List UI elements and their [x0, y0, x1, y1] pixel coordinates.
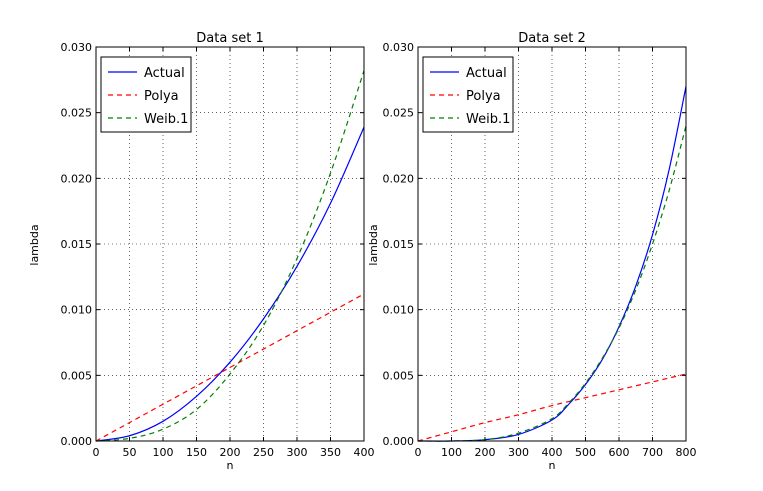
y-tick-label: 0.000 [61, 435, 93, 448]
y-tick-label: 0.020 [61, 172, 93, 185]
y-tick-label: 0.015 [383, 238, 415, 251]
x-tick-label: 400 [542, 446, 563, 459]
x-axis-label: n [549, 459, 556, 472]
axis-ticks: 0 50 100 150 200 250 300 350 400 0.000 0.005 0.010 0… [61, 41, 375, 459]
axis-ticks: 0 100 200 300 400 500 600 700 800 0.000 0.005 0.010… [383, 41, 697, 459]
chart-title: Data set 2 [518, 31, 585, 46]
legend-label-polya: Polya [144, 89, 179, 104]
x-tick-label: 700 [642, 446, 663, 459]
series-line-actual [95, 126, 365, 442]
legend-label-actual: Actual [466, 66, 507, 81]
chart-title: Data set 1 [196, 31, 263, 46]
y-tick-label: 0.010 [383, 304, 415, 317]
y-axis-label: lambda [28, 224, 41, 265]
legend: Actual Polya Weib.1 [422, 56, 514, 133]
plot-frame [95, 46, 365, 442]
plot-frame [417, 46, 687, 442]
x-tick-label: 300 [287, 446, 308, 459]
legend: Actual Polya Weib.1 [100, 56, 192, 133]
y-tick-label: 0.000 [383, 435, 415, 448]
x-tick-label: 0 [415, 446, 422, 459]
y-axis-label: lambda [367, 224, 380, 265]
legend-label-weib1: Weib.1 [466, 112, 510, 127]
y-tick-label: 0.005 [61, 369, 93, 382]
y-tick-label: 0.025 [383, 107, 415, 120]
series-line-polya [417, 373, 687, 442]
y-tick-label: 0.025 [61, 107, 93, 120]
legend-frame [422, 56, 514, 133]
x-tick-label: 100 [441, 446, 462, 459]
x-tick-label: 250 [253, 446, 274, 459]
x-tick-label: 200 [475, 446, 496, 459]
series-line-polya [95, 293, 365, 442]
x-tick-label: 50 [123, 446, 137, 459]
chart-panel-data-set-1: Data set 1 n lambda 0 50 100 150 200 250 300 35… [28, 31, 375, 472]
x-tick-label: 100 [153, 446, 174, 459]
legend-label-weib1: Weib.1 [144, 112, 188, 127]
x-tick-label: 350 [320, 446, 341, 459]
x-tick-label: 300 [508, 446, 529, 459]
x-tick-label: 0 [93, 446, 100, 459]
series-line-weib-1 [95, 70, 365, 442]
x-tick-label: 500 [575, 446, 596, 459]
legend-label-actual: Actual [144, 66, 185, 81]
y-tick-label: 0.030 [383, 41, 415, 54]
y-tick-label: 0.030 [61, 41, 93, 54]
y-tick-label: 0.010 [61, 304, 93, 317]
x-tick-label: 200 [220, 446, 241, 459]
legend-frame [100, 56, 192, 133]
x-tick-label: 800 [676, 446, 697, 459]
y-tick-label: 0.020 [383, 172, 415, 185]
x-tick-label: 150 [186, 446, 207, 459]
x-tick-label: 600 [609, 446, 630, 459]
chart-panel-data-set-2: Data set 2 n lambda 0 100 200 300 400 500 600 7… [367, 31, 697, 472]
y-tick-label: 0.015 [61, 238, 93, 251]
x-axis-label: n [227, 459, 234, 472]
y-tick-label: 0.005 [383, 369, 415, 382]
x-tick-label: 400 [354, 446, 375, 459]
series-lines [95, 70, 365, 442]
legend-label-polya: Polya [466, 89, 501, 104]
